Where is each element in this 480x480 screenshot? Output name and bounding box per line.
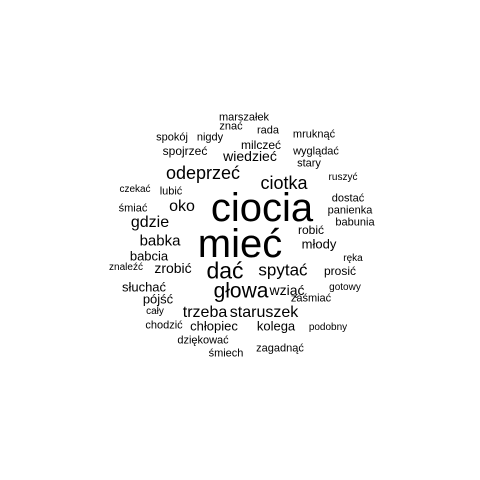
- word: robić: [297, 223, 325, 237]
- word: młody: [301, 236, 337, 252]
- word: panienka: [327, 204, 373, 217]
- word: cały: [146, 306, 164, 317]
- word: wyglądać: [293, 145, 339, 158]
- word: staruszek: [229, 304, 299, 321]
- word: kolega: [256, 318, 296, 334]
- word: spytać: [258, 260, 308, 280]
- word: trzeba: [182, 304, 228, 321]
- word: babunia: [335, 216, 375, 229]
- word: odeprzeć: [165, 163, 241, 183]
- word: znaleźć: [109, 262, 143, 273]
- word: babka: [139, 232, 181, 250]
- word: nigdy: [196, 131, 224, 144]
- word: słuchać: [121, 279, 167, 295]
- word: stary: [297, 157, 321, 170]
- word: głowa: [213, 279, 269, 303]
- word: spojrzeć: [162, 144, 208, 158]
- word: śmiać: [118, 202, 148, 215]
- word: pójść: [142, 291, 174, 307]
- word: babcia: [129, 248, 169, 264]
- word: oko: [169, 198, 195, 215]
- word: prosić: [323, 264, 357, 278]
- word: ciotka: [260, 173, 308, 193]
- word: milczeć: [240, 138, 282, 152]
- word: wiedzieć: [223, 148, 277, 164]
- word: wziąć: [269, 282, 305, 298]
- word: ruszyć: [328, 172, 358, 183]
- word: ciocia: [210, 186, 314, 230]
- word: lubić: [159, 185, 183, 198]
- word: zaśmiać: [290, 292, 332, 305]
- word: śmiech: [208, 347, 244, 360]
- word: dostać: [331, 192, 365, 205]
- word: rada: [256, 124, 280, 137]
- word: gotowy: [329, 282, 361, 293]
- word: chłopiec: [190, 318, 238, 334]
- word: zrobić: [154, 260, 192, 276]
- word: chodzić: [145, 319, 183, 332]
- word: podobny: [308, 322, 348, 333]
- word: gdzie: [130, 214, 170, 231]
- word: czekać: [119, 184, 151, 195]
- word: dziękować: [177, 334, 229, 347]
- word: mieć: [197, 222, 283, 266]
- word: zagadnąć: [256, 342, 304, 355]
- word: spokój: [156, 131, 188, 144]
- word: dać: [206, 257, 244, 284]
- word: ręka: [343, 253, 363, 264]
- word: znać: [219, 120, 243, 133]
- word: marszałek: [218, 111, 270, 124]
- word: mruknąć: [292, 128, 336, 141]
